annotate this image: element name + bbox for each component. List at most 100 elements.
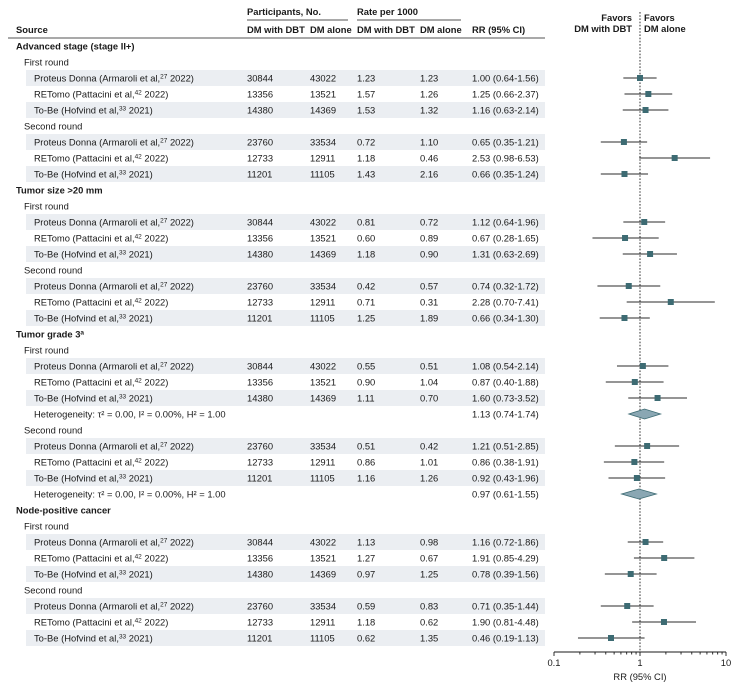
participants-dm: 33534 [310,280,336,291]
participants-dbt: 12733 [247,456,273,467]
rr-ci-text: 1.21 (0.51-2.85) [472,440,539,451]
row-stripe [26,134,545,150]
row-stripe [26,438,545,454]
pooled-diamond [620,488,658,500]
participants-dm: 11105 [310,312,335,323]
participants-dbt: 14380 [247,104,273,115]
study-label: Proteus Donna (Armaroli et al,27 2022) [34,600,194,611]
point-estimate [624,603,631,609]
study-name: Proteus Donna (Armaroli et al, [34,600,160,611]
rate-dbt: 0.55 [357,360,375,371]
section-title: Node-positive cancer [16,504,111,515]
study-label: Proteus Donna (Armaroli et al,27 2022) [34,536,194,547]
citation-ref: 42 [135,297,143,304]
rate-dm: 0.46 [420,152,438,163]
study-label: RETomo (Pattacini et al,42 2022) [34,616,168,627]
rate-header: Rate per 1000 [357,6,418,17]
participants-dbt: 12733 [247,296,273,307]
study-name: Proteus Donna (Armaroli et al, [34,136,160,147]
citation-ref: 33 [119,105,127,112]
row-stripe [26,358,545,374]
pooled-rr-ci-text: 0.97 (0.61-1.55) [472,488,539,499]
rr-ci-text: 2.53 (0.98-6.53) [472,152,539,163]
rr-ci-text: 1.60 (0.73-3.52) [472,392,539,403]
participants-dm: 12911 [310,152,335,163]
study-name: To-Be (Hofvind et al, [34,312,119,323]
citation-ref: 42 [135,233,143,240]
participants-dm: 33534 [310,136,336,147]
rr-ci-text: 1.00 (0.64-1.56) [472,72,539,83]
participants-dm: 13521 [310,232,336,243]
rr-ci-text: 1.31 (0.63-2.69) [472,248,539,259]
rate-dbt: 0.71 [357,296,375,307]
point-estimate [637,75,643,81]
row-stripe [26,166,545,182]
participants-dbt: 23760 [247,136,273,147]
rr-ci-text: 1.91 (0.85-4.29) [472,552,539,563]
citation-ref: 33 [119,393,127,400]
participants-dbt: 13356 [247,232,273,243]
study-name: Proteus Donna (Armaroli et al, [34,360,160,371]
point-estimate [660,619,667,625]
point-estimate [644,443,651,449]
participants-dm: 14369 [310,104,336,115]
rate-dm: 1.35 [420,632,438,643]
rate-dm-header: DM alone [420,24,462,35]
point-estimate [625,283,632,289]
rate-dbt: 0.42 [357,280,375,291]
study-year: 2021) [126,312,153,323]
column-headers: Participants, No. Rate per 1000 Source D… [8,6,686,39]
citation-ref: 33 [119,249,127,256]
rate-dm: 0.98 [420,536,438,547]
rr-ci-text: 0.74 (0.32-1.72) [472,280,539,291]
favors-left-line2: DM with DBT [574,23,632,34]
citation-ref: 42 [135,617,143,624]
participants-dm: 13521 [310,376,336,387]
section-title: Tumor size >20 mm [16,184,103,195]
row-stripes [26,70,545,646]
study-name: RETomo (Pattacini et al, [34,296,135,307]
citation-ref: 33 [119,473,127,480]
study-name: RETomo (Pattacini et al, [34,376,135,387]
rate-dm: 0.72 [420,216,438,227]
point-estimate [661,555,668,561]
participants-dbt: 23760 [247,600,273,611]
rate-dbt: 0.60 [357,232,375,243]
section-footnote-mark: a [80,329,84,336]
x-tick-label: 1 [637,657,642,668]
participants-dbt: 30844 [247,536,273,547]
citation-ref: 27 [160,361,168,368]
citation-ref: 33 [119,313,127,320]
rate-dm: 1.26 [420,472,438,483]
study-label: To-Be (Hofvind et al,33 2021) [34,248,153,259]
participants-dbt: 14380 [247,392,273,403]
study-year: 2021) [126,392,153,403]
favors-left-line1: Favors [601,12,632,23]
participants-dbt: 13356 [247,88,273,99]
point-estimate [627,571,634,577]
study-name: To-Be (Hofvind et al, [34,392,119,403]
rate-dm: 0.62 [420,616,438,627]
study-year: 2022) [142,376,169,387]
rr-ci-text: 0.86 (0.38-1.91) [472,456,539,467]
participants-header: Participants, No. [247,6,321,17]
participants-dm: 43022 [310,216,336,227]
participants-dm: 13521 [310,552,336,563]
participants-dbt: 11201 [247,472,272,483]
participants-dm: 12911 [310,616,335,627]
rate-dm: 0.90 [420,248,438,259]
study-name: To-Be (Hofvind et al, [34,568,119,579]
participants-dm: 43022 [310,360,336,371]
rr-ci-text: 0.67 (0.28-1.65) [472,232,539,243]
rate-dm: 0.67 [420,552,438,563]
study-label: To-Be (Hofvind et al,33 2021) [34,168,153,179]
rr-ci-text: 2.28 (0.70-7.41) [472,296,539,307]
point-estimate [642,539,649,545]
rate-dm: 0.83 [420,600,438,611]
participants-dbt: 30844 [247,72,273,83]
rate-dbt: 1.53 [357,104,375,115]
participants-dbt: 11201 [247,312,272,323]
rr-ci-text: 1.16 (0.63-2.14) [472,104,539,115]
point-estimate [641,219,648,225]
rate-dm: 2.16 [420,168,438,179]
